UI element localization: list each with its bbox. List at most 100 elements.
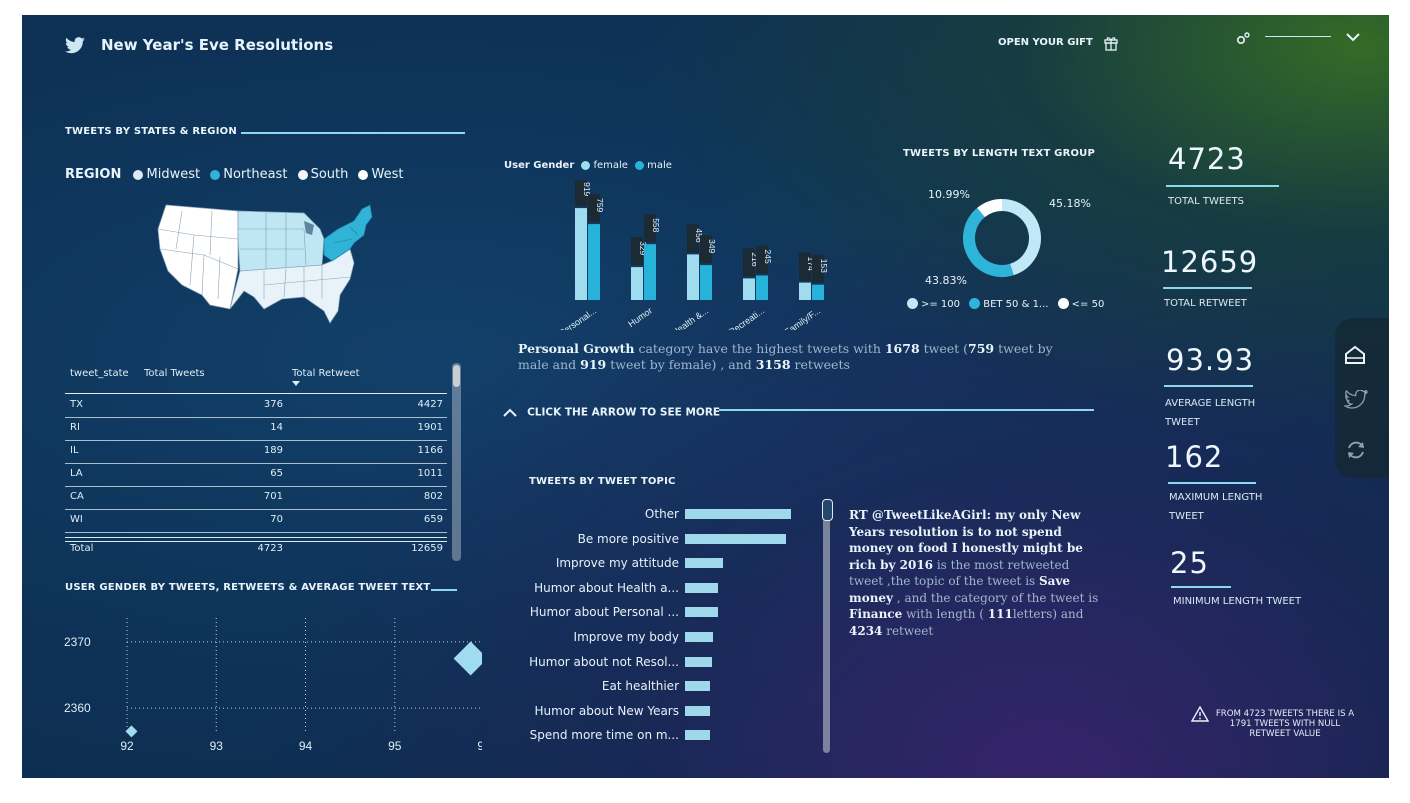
topic-label: Humor about Personal ... <box>529 605 679 620</box>
us-map[interactable] <box>154 199 379 334</box>
open-gift-link[interactable]: OPEN YOUR GIFT <box>998 32 1118 51</box>
topic-bar[interactable] <box>685 533 786 544</box>
home-icon[interactable] <box>1344 345 1366 365</box>
region-legend-item-midwest[interactable]: Midwest <box>133 167 200 182</box>
topic-bar[interactable] <box>685 509 791 519</box>
table-row[interactable]: RI 14 1901 <box>65 417 447 441</box>
cell-retweet: 1011 <box>417 468 443 479</box>
bar-female[interactable] <box>743 278 755 300</box>
bar-male[interactable] <box>700 265 712 300</box>
see-more-label: CLICK THE ARROW TO SEE MORE <box>527 406 721 419</box>
topic-bar[interactable] <box>685 558 723 569</box>
topic-label: Improve my body <box>573 630 679 644</box>
length-legend-item[interactable]: <= 50 <box>1057 298 1104 310</box>
topic-bar[interactable] <box>685 681 710 692</box>
length-legend-item[interactable]: BET 50 & 1... <box>969 298 1048 310</box>
state-table[interactable]: tweet_state Total Tweets Total Retweet T… <box>65 363 447 563</box>
data-label-bg <box>588 194 600 223</box>
topic-row[interactable]: Humor about Personal ... <box>499 602 819 622</box>
sort-desc-icon[interactable] <box>292 381 300 386</box>
topic-row[interactable]: Eat healthier <box>499 676 819 696</box>
table-row[interactable]: IL 189 1166 <box>65 440 447 464</box>
data-label-bg <box>575 180 587 207</box>
topic-row[interactable]: Spend more time on m... <box>499 725 819 745</box>
topic-bar[interactable] <box>685 730 710 741</box>
map-region-midwest[interactable] <box>237 210 325 272</box>
highlight-text: 1678 <box>884 341 920 356</box>
topic-row[interactable]: Be more positive <box>499 529 819 549</box>
table-row[interactable]: CA 701 802 <box>65 486 447 510</box>
kpi-minimum-length-value: 25 <box>1170 546 1209 580</box>
column-header-total-retweet[interactable]: Total Retweet <box>292 368 360 379</box>
length-donut-chart[interactable] <box>957 193 1047 283</box>
donut-slice[interactable] <box>963 207 1014 277</box>
gender-legend-item-male[interactable]: male <box>635 160 672 171</box>
topic-row[interactable]: Humor about Health a... <box>499 578 819 598</box>
see-more-toggle[interactable]: CLICK THE ARROW TO SEE MORE <box>503 402 720 421</box>
bar-male[interactable] <box>756 275 768 301</box>
open-gift-label: OPEN YOUR GIFT <box>998 37 1093 48</box>
donut-slice[interactable] <box>977 199 1003 218</box>
topic-scrollbar[interactable] <box>822 499 833 753</box>
chevron-up-icon[interactable] <box>503 408 517 418</box>
cell-retweet: 1166 <box>417 445 443 456</box>
table-row[interactable]: TX 376 4427 <box>65 394 447 418</box>
topic-row[interactable]: Humor about not Resol... <box>499 652 819 672</box>
table-scrollbar[interactable] <box>452 363 461 561</box>
cell-state: LA <box>70 468 83 479</box>
topic-bar[interactable] <box>685 656 712 667</box>
map-region-northeast[interactable] <box>323 204 373 262</box>
topic-row[interactable]: Humor about New Years <box>499 701 819 721</box>
settings-icon[interactable] <box>1235 31 1251 47</box>
donut-label-gte100: 45.18% <box>1049 197 1091 210</box>
cell-tweets: 70 <box>270 514 283 525</box>
data-label: 558 <box>651 218 661 232</box>
refresh-icon[interactable] <box>1345 439 1367 461</box>
chevron-down-icon[interactable] <box>1346 32 1360 42</box>
region-legend-item-south[interactable]: South <box>297 167 348 182</box>
body-text: category have the highest tweets with <box>634 341 885 356</box>
topic-bar[interactable] <box>685 607 718 618</box>
map-region-west[interactable] <box>157 204 239 310</box>
kpi-total-tweets-label: TOTAL TWEETS <box>1168 196 1244 207</box>
gender-legend-item-female[interactable]: female <box>581 160 628 171</box>
bar-male[interactable] <box>812 284 824 300</box>
length-legend-item[interactable]: >= 100 <box>907 298 960 310</box>
kpi-maximum-length-label: MAXIMUM LENGTH TWEET <box>1169 492 1263 522</box>
highlight-text: Personal Growth <box>518 341 635 356</box>
topic-bar[interactable] <box>685 705 710 716</box>
scatter-chart[interactable]: 92 93 94 95 96 2370 2360 <box>52 610 482 755</box>
bar-female[interactable] <box>799 282 811 300</box>
table-scrollbar-thumb[interactable] <box>453 365 460 387</box>
topic-scrollbar-thumb[interactable] <box>822 499 833 521</box>
x-tick-label: 92 <box>120 739 134 753</box>
column-header-total-tweets[interactable]: Total Tweets <box>144 368 205 379</box>
donut-slice[interactable] <box>1001 199 1041 276</box>
region-legend-label: West <box>371 167 404 182</box>
scatter-point[interactable] <box>125 725 138 738</box>
bar-male[interactable] <box>588 224 600 300</box>
bar-female[interactable] <box>631 267 643 300</box>
table-row[interactable]: LA 65 1011 <box>65 463 447 487</box>
bar-female[interactable] <box>575 208 587 300</box>
topic-row[interactable]: Improve my attitude <box>499 553 819 573</box>
topic-bar-chart[interactable]: Other Be more positive Improve my attitude… <box>499 504 819 754</box>
column-header-state[interactable]: tweet_state <box>70 368 129 379</box>
topic-row[interactable]: Improve my body <box>499 627 819 647</box>
bar-female[interactable] <box>687 254 699 300</box>
data-label: 153 <box>819 259 829 273</box>
region-legend-item-west[interactable]: West <box>358 167 403 182</box>
scatter-point[interactable] <box>453 641 482 676</box>
bar-male[interactable] <box>644 244 656 300</box>
body-text: with length ( <box>902 607 988 621</box>
body-text: letters) and <box>1012 607 1084 621</box>
table-row[interactable]: WI 70 659 <box>65 509 447 533</box>
topic-bar[interactable] <box>685 632 713 642</box>
topic-row[interactable]: Other <box>499 504 819 524</box>
region-legend-item-northeast[interactable]: Northeast <box>210 167 287 182</box>
topic-bar[interactable] <box>685 582 718 593</box>
twitter-icon[interactable] <box>1344 390 1368 410</box>
kpi-line <box>1168 482 1256 484</box>
kpi-average-length-label: AVERAGE LENGTH TWEET <box>1165 398 1256 428</box>
